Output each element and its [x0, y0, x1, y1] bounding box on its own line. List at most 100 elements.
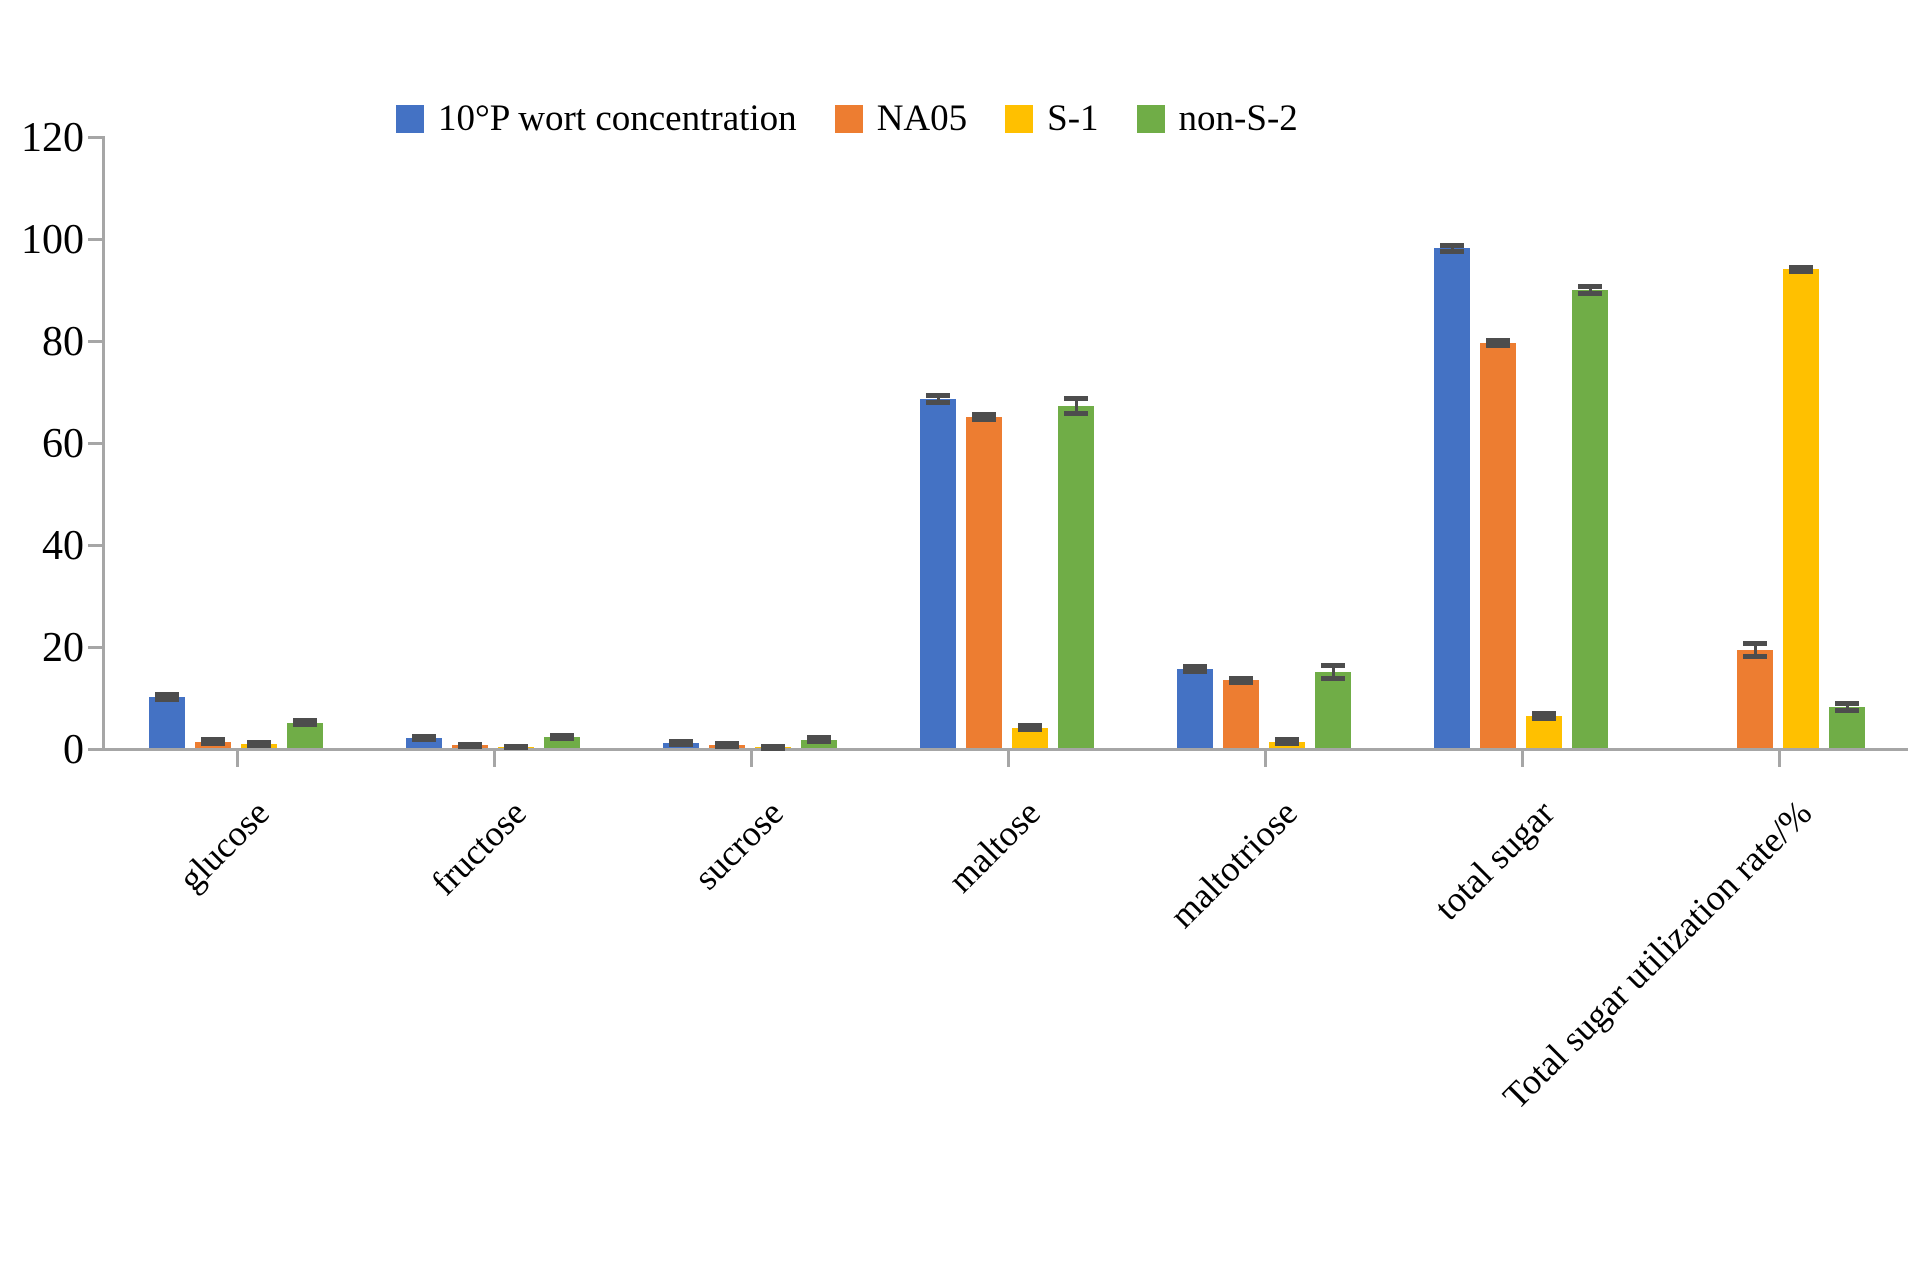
error-bar-cap-top: [412, 733, 436, 739]
x-axis-tick: [493, 751, 496, 767]
bar-s1-total: [1783, 269, 1819, 748]
error-bar-cap-top: [1789, 264, 1813, 270]
legend-label-na05: NA05: [876, 98, 968, 139]
error-bar-cap-bottom: [1229, 679, 1253, 685]
legend-item-wort: 10°P wort concentration: [396, 100, 797, 137]
bar-non-s2-total: [1829, 707, 1865, 748]
bar-non-s2-maltose: [1058, 406, 1094, 748]
error-bar-cap-bottom: [458, 743, 482, 749]
error-bar-cap-bottom: [1532, 715, 1556, 721]
legend-swatch-non-s2: [1136, 104, 1165, 133]
x-axis-category-label: glucose: [170, 792, 277, 899]
x-axis-line: [102, 748, 1908, 751]
error-bar-cap-top: [1064, 396, 1088, 402]
bar-non-s2-maltotriose: [1315, 672, 1351, 748]
x-axis-tick: [1264, 751, 1267, 767]
error-bar-cap-top: [1532, 710, 1556, 716]
y-axis-tick: [88, 544, 102, 547]
error-bar-cap-bottom: [293, 722, 317, 728]
error-bar-cap-bottom: [247, 743, 271, 749]
error-bar-cap-top: [1321, 663, 1345, 669]
error-bar-cap-top: [1486, 338, 1510, 343]
y-axis-tick-label: 120: [21, 115, 84, 161]
legend-item-non-s2: non-S-2: [1136, 98, 1298, 139]
error-bar-cap-top: [1743, 641, 1767, 647]
legend-label-wort: 10°P wort concentration: [438, 98, 797, 139]
error-bar-cap-bottom: [1835, 708, 1859, 714]
error-bar-cap-bottom: [1578, 290, 1602, 296]
bar-wort-fructose: [406, 737, 442, 748]
error-bar-cap-bottom: [201, 741, 225, 747]
error-bar-cap-bottom: [1064, 411, 1088, 417]
error-bar-line: [1193, 666, 1197, 672]
x-axis-category-label: total sugar: [1426, 792, 1562, 928]
error-bar-line: [1074, 398, 1078, 414]
legend-item-s1: S-1: [1005, 100, 1099, 137]
error-bar-cap-top: [293, 717, 317, 723]
x-axis-category-label: maltose: [940, 792, 1048, 901]
y-axis-tick-label: 60: [42, 421, 84, 467]
bar-wort-maltotriose: [1177, 668, 1213, 748]
y-axis-tick-label: 80: [42, 319, 84, 365]
error-bar-line: [1845, 703, 1849, 711]
error-bar-line: [936, 395, 940, 403]
error-bar-cap-bottom: [1789, 268, 1813, 274]
x-axis-category-label: Total sugar utilization rate/%: [1494, 792, 1819, 1117]
error-bar-cap-bottom: [155, 696, 179, 702]
error-bar-line: [1542, 713, 1546, 719]
error-bar-cap-top: [155, 692, 179, 698]
bar-na05-maltotriose: [1223, 680, 1259, 748]
error-bar-cap-top: [807, 735, 831, 741]
error-bar-cap-bottom: [926, 400, 950, 406]
y-axis-tick-label: 100: [21, 217, 84, 263]
error-bar-cap-bottom: [972, 417, 996, 423]
bar-wort-total: [1434, 248, 1470, 748]
error-bar-cap-bottom: [504, 745, 528, 751]
y-axis-tick: [88, 646, 102, 649]
legend-label-non-s2: non-S-2: [1178, 98, 1298, 139]
error-bar-cap-bottom: [1486, 343, 1510, 349]
error-bar-cap-top: [1835, 701, 1859, 707]
error-bar-cap-bottom: [1743, 653, 1767, 659]
error-bar-line: [1331, 665, 1335, 679]
error-bar-cap-bottom: [1440, 248, 1464, 254]
error-bar-cap-bottom: [715, 743, 739, 749]
bar-non-s2-total: [1572, 290, 1608, 748]
y-axis-tick: [88, 340, 102, 343]
y-axis-line: [102, 136, 105, 751]
bar-na05-total: [1737, 650, 1773, 748]
error-bar-line: [982, 414, 986, 420]
error-bar-cap-bottom: [412, 736, 436, 742]
bar-s1-total: [1526, 715, 1562, 748]
x-axis-category-label: fructose: [423, 792, 534, 903]
error-bar-cap-top: [1440, 242, 1464, 248]
y-axis-tick-label: 20: [42, 625, 84, 671]
error-bar-cap-top: [1275, 737, 1299, 743]
error-bar-cap-top: [972, 411, 996, 417]
bar-wort-glucose: [149, 697, 185, 748]
x-axis-category-label: sucrose: [686, 792, 791, 898]
error-bar-cap-top: [550, 733, 574, 739]
error-bar-cap-top: [669, 738, 693, 744]
bar-s1-maltose: [1012, 727, 1048, 748]
x-axis-tick: [750, 751, 753, 767]
error-bar-cap-bottom: [1183, 669, 1207, 674]
error-bar-cap-top: [247, 740, 271, 746]
y-axis-tick: [88, 238, 102, 241]
error-bar-cap-bottom: [669, 741, 693, 747]
error-bar-cap-top: [201, 737, 225, 743]
error-bar-cap-bottom: [1018, 727, 1042, 733]
y-axis-tick-label: 0: [63, 727, 84, 773]
y-axis-tick-label: 40: [42, 523, 84, 569]
error-bar-cap-top: [926, 393, 950, 399]
x-axis-tick: [1007, 751, 1010, 767]
legend-item-na05: NA05: [834, 98, 968, 139]
error-bar-cap-top: [1578, 284, 1602, 290]
error-bar-cap-bottom: [807, 739, 831, 745]
error-bar-cap-bottom: [1275, 741, 1299, 747]
x-axis-tick: [1778, 751, 1781, 767]
error-bar-cap-bottom: [550, 736, 574, 742]
y-axis-tick: [88, 748, 102, 751]
error-bar-cap-top: [1183, 663, 1207, 669]
